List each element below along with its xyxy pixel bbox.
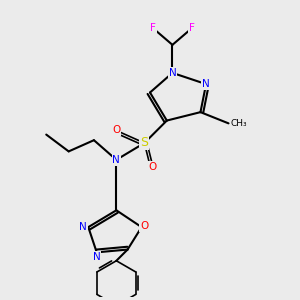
Text: N: N (112, 155, 120, 165)
Text: O: O (140, 221, 148, 231)
Text: S: S (140, 136, 148, 149)
Text: N: N (202, 79, 210, 89)
Text: N: N (169, 68, 176, 78)
Text: O: O (112, 125, 121, 135)
Text: N: N (93, 252, 101, 262)
Text: N: N (80, 222, 87, 232)
Text: CH₃: CH₃ (231, 119, 248, 128)
Text: F: F (189, 23, 195, 33)
Text: O: O (149, 162, 157, 172)
Text: F: F (150, 23, 156, 33)
